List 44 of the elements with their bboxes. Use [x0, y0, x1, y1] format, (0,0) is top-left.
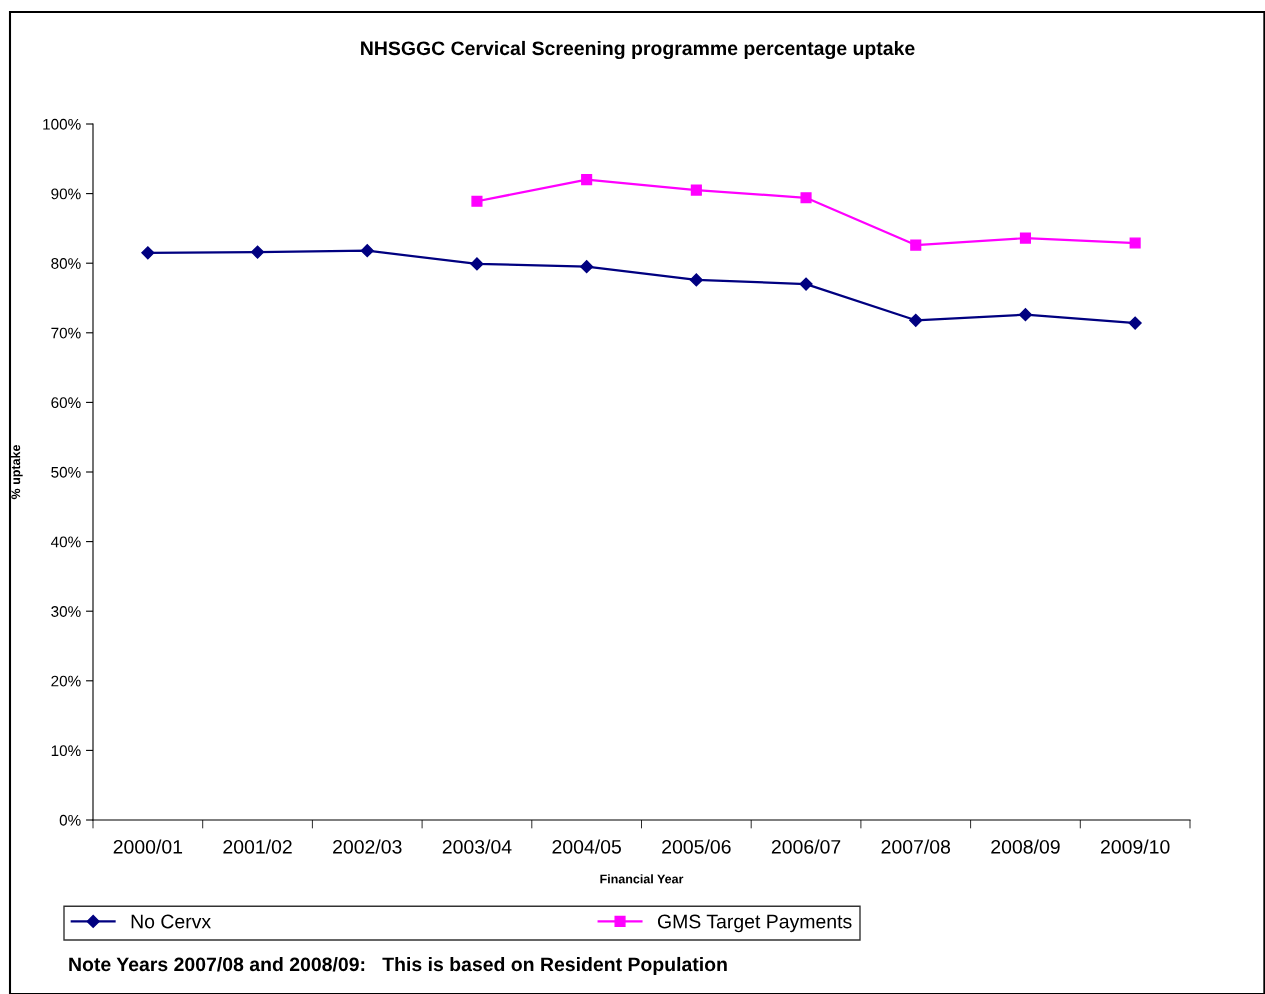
point	[910, 239, 922, 251]
point	[800, 192, 812, 204]
x-tick-label: 2001/02	[223, 839, 292, 854]
x-tick-label: 2006/07	[771, 839, 841, 854]
point	[141, 246, 155, 260]
y-tick-label: 80%	[51, 258, 81, 269]
x-tick-label: 2008/09	[991, 839, 1060, 854]
point	[581, 174, 593, 186]
y-tick-label: 30%	[51, 606, 81, 617]
point	[909, 313, 923, 327]
x-axis-title: Financial Year	[600, 874, 684, 884]
x-tick-label: 2000/01	[113, 839, 183, 854]
y-tick-label: 60%	[51, 397, 81, 409]
point	[690, 184, 702, 196]
y-tick-label: 40%	[50, 536, 81, 548]
point	[250, 245, 265, 259]
y-tick-label: 20%	[51, 675, 81, 687]
x-tick-label: 2002/03	[333, 839, 402, 854]
y-tick-label: 90%	[51, 188, 81, 200]
y-tick-label: 100%	[43, 118, 81, 130]
x-tick-label: 2007/08	[881, 839, 951, 854]
x-tick-label: 2003/04	[442, 839, 512, 854]
point	[1019, 232, 1032, 244]
x-tick-label: 2009/10	[1100, 839, 1170, 854]
y-tick-label: 0%	[59, 814, 81, 826]
point	[1128, 316, 1142, 330]
point	[360, 244, 374, 258]
y-axis-title: % uptake	[11, 444, 23, 500]
x-tick-label: 2005/06	[662, 839, 731, 854]
point	[799, 277, 813, 291]
point	[1018, 308, 1033, 322]
x-tick-label: 2004/05	[552, 839, 621, 854]
legend-label: GMS Target Payments	[657, 914, 852, 933]
y-tick-label: 70%	[51, 327, 81, 339]
text: Note Years 2007/08 and 2008/09: This is based on Resident Population	[69, 956, 727, 976]
point	[580, 260, 594, 274]
point	[689, 273, 703, 287]
y-tick-label: 50%	[51, 466, 81, 478]
point	[470, 257, 484, 271]
point	[1129, 237, 1141, 249]
point	[471, 195, 483, 207]
chart-title: NHSGGC Cervical Screening programme percentage uptake	[361, 40, 915, 60]
y-tick-label: 10%	[51, 745, 81, 757]
legend-label: No Cervx	[131, 914, 211, 929]
